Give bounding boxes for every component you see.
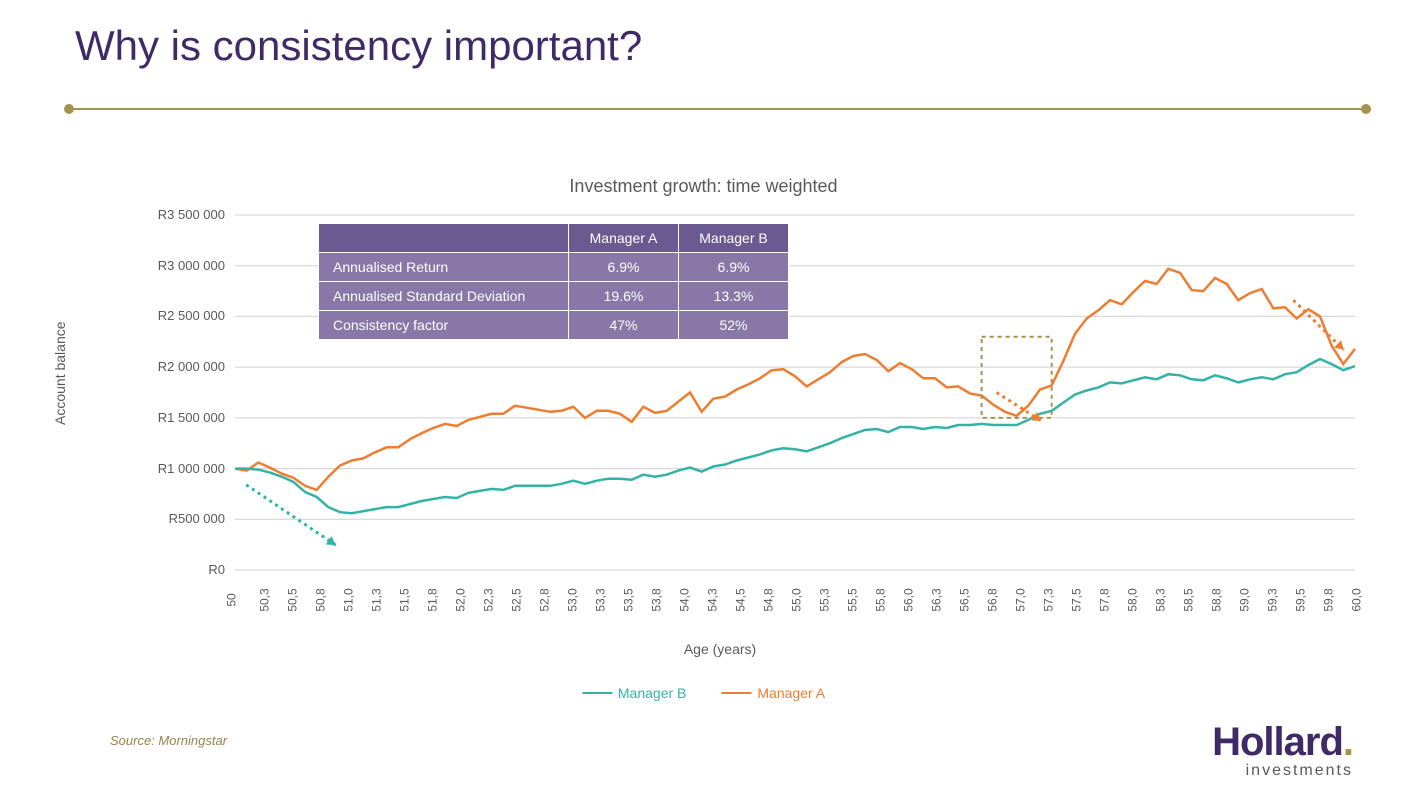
x-tick-label: 58,5 bbox=[1182, 588, 1196, 611]
x-tick-label: 54,8 bbox=[762, 588, 776, 611]
x-tick-label: 50,3 bbox=[258, 588, 272, 611]
x-tick-label: 57,5 bbox=[1070, 588, 1084, 611]
table-cell: Annualised Standard Deviation bbox=[319, 282, 569, 311]
table-cell: 52% bbox=[679, 311, 789, 340]
x-tick-label: 53,0 bbox=[566, 588, 580, 611]
title-divider bbox=[68, 108, 1367, 110]
x-tick-label: 51,5 bbox=[398, 588, 412, 611]
x-tick-label: 51,3 bbox=[370, 588, 384, 611]
annotation-box bbox=[982, 337, 1052, 418]
legend-label: Manager B bbox=[618, 685, 686, 701]
x-tick-label: 60,0 bbox=[1350, 588, 1364, 611]
x-tick-label: 58,8 bbox=[1210, 588, 1224, 611]
x-tick-label: 51,0 bbox=[342, 588, 356, 611]
x-tick-label: 53,8 bbox=[650, 588, 664, 611]
table-header-cell: Manager A bbox=[569, 224, 679, 253]
y-tick-label: R3 500 000 bbox=[130, 207, 225, 222]
y-tick-label: R2 500 000 bbox=[130, 308, 225, 323]
x-tick-label: 59,8 bbox=[1322, 588, 1336, 611]
y-tick-label: R0 bbox=[130, 562, 225, 577]
x-axis-title: Age (years) bbox=[684, 641, 756, 657]
brand-subtitle: investments bbox=[1212, 762, 1353, 780]
x-tick-label: 57,8 bbox=[1098, 588, 1112, 611]
x-tick-label: 52,0 bbox=[454, 588, 468, 611]
x-tick-label: 59,5 bbox=[1294, 588, 1308, 611]
x-tick-label: 53,5 bbox=[622, 588, 636, 611]
x-tick-label: 56,3 bbox=[930, 588, 944, 611]
table-cell: 19.6% bbox=[569, 282, 679, 311]
x-tick-label: 56,0 bbox=[902, 588, 916, 611]
y-tick-label: R1 000 000 bbox=[130, 461, 225, 476]
y-tick-label: R3 000 000 bbox=[130, 258, 225, 273]
legend-item: Manager A bbox=[721, 685, 825, 701]
stats-table: Manager AManager B Annualised Return6.9%… bbox=[318, 223, 789, 340]
brand-logo: Hollard. investments bbox=[1212, 722, 1353, 780]
x-tick-label: 59,3 bbox=[1266, 588, 1280, 611]
legend-swatch bbox=[582, 692, 612, 695]
table-cell: 6.9% bbox=[569, 253, 679, 282]
x-tick-label: 53,3 bbox=[594, 588, 608, 611]
brand-name: Hollard. bbox=[1212, 722, 1353, 762]
legend-label: Manager A bbox=[757, 685, 825, 701]
x-tick-label: 50,5 bbox=[286, 588, 300, 611]
table-cell: 13.3% bbox=[679, 282, 789, 311]
x-tick-label: 54,5 bbox=[734, 588, 748, 611]
y-tick-label: R2 000 000 bbox=[130, 359, 225, 374]
x-tick-label: 52,5 bbox=[510, 588, 524, 611]
table-cell: 6.9% bbox=[679, 253, 789, 282]
x-tick-label: 54,0 bbox=[678, 588, 692, 611]
page-title: Why is consistency important? bbox=[75, 22, 642, 70]
annotation-arrow bbox=[1293, 300, 1343, 350]
table-row: Consistency factor47%52% bbox=[319, 311, 789, 340]
y-axis-title: Account balance bbox=[52, 321, 68, 425]
x-tick-label: 56,8 bbox=[986, 588, 1000, 611]
chart-title: Investment growth: time weighted bbox=[569, 176, 837, 197]
x-tick-label: 56,5 bbox=[958, 588, 972, 611]
x-tick-label: 58,0 bbox=[1126, 588, 1140, 611]
table-cell: 47% bbox=[569, 311, 679, 340]
x-tick-label: 58,3 bbox=[1154, 588, 1168, 611]
x-tick-label: 52,3 bbox=[482, 588, 496, 611]
table-header-cell: Manager B bbox=[679, 224, 789, 253]
x-tick-label: 51,8 bbox=[426, 588, 440, 611]
chart-legend: Manager B Manager A bbox=[582, 685, 825, 701]
y-tick-label: R1 500 000 bbox=[130, 410, 225, 425]
x-tick-label: 57,0 bbox=[1014, 588, 1028, 611]
x-tick-label: 55,0 bbox=[790, 588, 804, 611]
x-tick-label: 55,8 bbox=[874, 588, 888, 611]
legend-item: Manager B bbox=[582, 685, 686, 701]
x-tick-label: 57,3 bbox=[1042, 588, 1056, 611]
y-tick-label: R500 000 bbox=[130, 511, 225, 526]
source-attribution: Source: Morningstar bbox=[110, 733, 227, 748]
line-series-manager-b bbox=[235, 359, 1355, 513]
x-tick-label: 59,0 bbox=[1238, 588, 1252, 611]
table-cell: Annualised Return bbox=[319, 253, 569, 282]
x-tick-label: 55,3 bbox=[818, 588, 832, 611]
table-header-cell bbox=[319, 224, 569, 253]
annotation-arrow bbox=[246, 485, 336, 545]
table-cell: Consistency factor bbox=[319, 311, 569, 340]
legend-swatch bbox=[721, 692, 751, 695]
x-tick-label: 52,8 bbox=[538, 588, 552, 611]
x-tick-label: 55,5 bbox=[846, 588, 860, 611]
x-tick-label: 54,3 bbox=[706, 588, 720, 611]
x-tick-label: 50 bbox=[225, 593, 239, 606]
arrow-head-icon bbox=[1334, 340, 1344, 350]
x-tick-label: 50,8 bbox=[314, 588, 328, 611]
table-row: Annualised Standard Deviation19.6%13.3% bbox=[319, 282, 789, 311]
table-row: Annualised Return6.9%6.9% bbox=[319, 253, 789, 282]
